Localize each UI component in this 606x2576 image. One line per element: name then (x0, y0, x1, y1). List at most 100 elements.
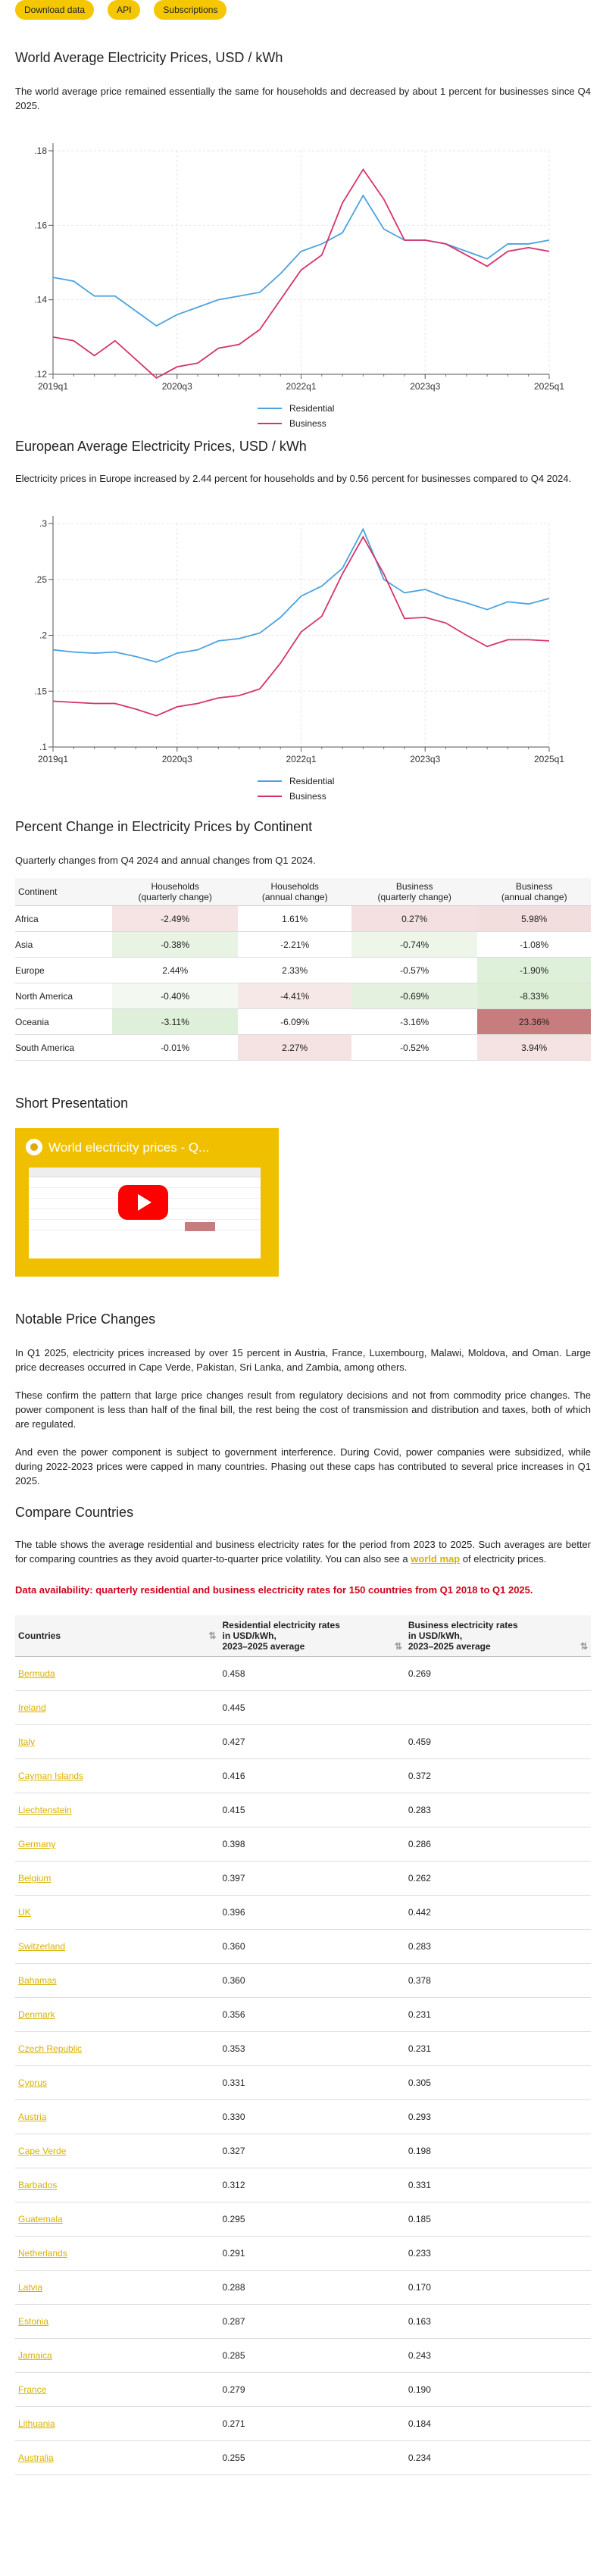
world-chart-intro: The world average price remained essenti… (15, 86, 591, 111)
country-link[interactable]: Liechtenstein (18, 1805, 72, 1815)
continent-name: North America (15, 983, 112, 1009)
continent-name: Africa (15, 905, 112, 932)
country-link[interactable]: Cayman Islands (18, 1771, 84, 1781)
channel-logo-icon (26, 1139, 42, 1155)
country-link[interactable]: Switzerland (18, 1941, 66, 1952)
table-row: Denmark 0.356 0.231 (15, 1997, 591, 2032)
continent-change-cell: -2.49% (112, 905, 239, 932)
country-link[interactable]: Lithuania (18, 2418, 55, 2429)
country-link[interactable]: Bermuda (18, 1668, 55, 1679)
country-link[interactable]: Jamaica (18, 2350, 52, 2361)
country-link[interactable]: Estonia (18, 2316, 49, 2327)
residential-rate-cell: 0.445 (219, 1690, 405, 1725)
continent-row: North America -0.40% -4.41% -0.69% -8.33% (15, 983, 591, 1009)
business-rate-cell: 0.234 (405, 2440, 591, 2475)
residential-rate-cell: 0.287 (219, 2304, 405, 2339)
continent-name: Asia (15, 931, 112, 958)
country-link[interactable]: UK (18, 1907, 31, 1918)
series-line-business (52, 167, 550, 380)
continent-title: Percent Change in Electricity Prices by … (15, 819, 313, 834)
business-rate-cell: 0.293 (405, 2099, 591, 2134)
continent-row: Europe 2.44% 2.33% -0.57% -1.90% (15, 957, 591, 983)
continent-change-cell: -0.52% (351, 1034, 478, 1061)
country-col-header[interactable]: Business electricity rates in USD/kWh, 2… (405, 1615, 591, 1657)
continent-change-cell: 2.27% (238, 1034, 351, 1061)
data-availability-note: Data availability: quarterly residential… (15, 1584, 533, 1596)
business-rate-cell (405, 1690, 591, 1725)
country-link[interactable]: Guatemala (18, 2214, 63, 2224)
country-col-header[interactable]: Countries ⇅ (15, 1615, 220, 1657)
continent-change-cell: 3.94% (477, 1034, 591, 1061)
table-row: France 0.279 0.190 (15, 2372, 591, 2407)
continent-col-header: Continent (15, 878, 112, 906)
residential-rate-cell: 0.285 (219, 2338, 405, 2373)
residential-rate-cell: 0.291 (219, 2236, 405, 2271)
continent-change-cell: -8.33% (477, 983, 591, 1009)
presentation-video[interactable]: World electricity prices - Q... (15, 1128, 279, 1277)
business-rate-cell: 0.185 (405, 2202, 591, 2237)
continent-change-cell: 2.44% (112, 957, 239, 983)
continent-change-cell: -0.57% (351, 957, 478, 983)
presentation-title: Short Presentation (15, 1096, 129, 1111)
x-tick-label: 2019q1 (38, 754, 68, 764)
x-tick-label: 2022q1 (286, 381, 316, 392)
business-rate-cell: 0.286 (405, 1827, 591, 1862)
country-col-header[interactable]: Residential electricity rates in USD/kWh… (219, 1615, 405, 1657)
country-link[interactable]: Latvia (18, 2282, 43, 2293)
business-rate-cell: 0.163 (405, 2304, 591, 2339)
legend-label-business: Business (289, 791, 326, 802)
table-row: Cape Verde 0.327 0.198 (15, 2134, 591, 2168)
country-link[interactable]: Czech Republic (18, 2043, 83, 2054)
continent-change-cell: -0.69% (351, 983, 478, 1009)
series-line-residential (52, 194, 550, 327)
residential-rate-cell: 0.295 (219, 2202, 405, 2237)
country-link[interactable]: Bahamas (18, 1975, 57, 1986)
country-link[interactable]: Cape Verde (18, 2146, 67, 2156)
business-rate-cell: 0.442 (405, 1895, 591, 1930)
notable-paragraph-1: In Q1 2025, electricity prices increased… (15, 1347, 591, 1373)
country-col-header-label: Business electricity rates in USD/kWh, 2… (408, 1620, 518, 1652)
residential-rate-cell: 0.271 (219, 2406, 405, 2441)
notable-paragraph-3: And even the power component is subject … (15, 1446, 591, 1487)
sort-icon[interactable]: ⇅ (208, 1630, 217, 1641)
country-link[interactable]: Italy (18, 1737, 36, 1747)
country-link[interactable]: France (18, 2384, 47, 2395)
residential-rate-cell: 0.416 (219, 1758, 405, 1793)
y-tick-label: .15 (34, 686, 47, 696)
europe-chart-title: European Average Electricity Prices, USD… (15, 439, 307, 454)
country-link[interactable]: Australia (18, 2453, 54, 2463)
continent-change-cell: -6.09% (238, 1008, 351, 1035)
residential-rate-cell: 0.353 (219, 2031, 405, 2066)
x-tick-label: 2023q3 (410, 381, 440, 392)
country-link[interactable]: Denmark (18, 2009, 55, 2020)
country-link[interactable]: Netherlands (18, 2248, 67, 2259)
continent-change-cell: -1.90% (477, 957, 591, 983)
country-cell: Barbados (15, 2168, 220, 2202)
x-tick-label: 2020q3 (162, 381, 192, 392)
continent-change-cell: -1.08% (477, 931, 591, 958)
country-link[interactable]: Cyprus (18, 2077, 48, 2088)
residential-rate-cell: 0.396 (219, 1895, 405, 1930)
country-link[interactable]: Germany (18, 1839, 56, 1849)
continent-change-cell: -2.21% (238, 931, 351, 958)
sort-icon[interactable]: ⇅ (579, 1641, 588, 1652)
table-row: Cayman Islands 0.416 0.372 (15, 1758, 591, 1793)
subscriptions-button[interactable]: Subscriptions (154, 0, 227, 20)
country-link[interactable]: Belgium (18, 1873, 52, 1884)
continent-col-header: Households (annual change) (238, 878, 351, 906)
country-link[interactable]: Ireland (18, 1702, 46, 1713)
table-row: Netherlands 0.291 0.233 (15, 2236, 591, 2271)
residential-rate-cell: 0.427 (219, 1724, 405, 1759)
country-cell: France (15, 2372, 220, 2407)
country-cell: Ireland (15, 1690, 220, 1725)
country-link[interactable]: Austria (18, 2112, 47, 2122)
table-row: Guatemala 0.295 0.185 (15, 2202, 591, 2237)
y-tick-label: .25 (34, 574, 47, 585)
api-button[interactable]: API (108, 0, 141, 20)
country-link[interactable]: Barbados (18, 2180, 58, 2190)
business-rate-cell: 0.231 (405, 1997, 591, 2032)
world-map-link[interactable]: world map (411, 1553, 461, 1565)
sort-icon[interactable]: ⇅ (394, 1641, 402, 1652)
download-data-button[interactable]: Download data (15, 0, 95, 20)
play-button-icon[interactable] (118, 1185, 168, 1220)
